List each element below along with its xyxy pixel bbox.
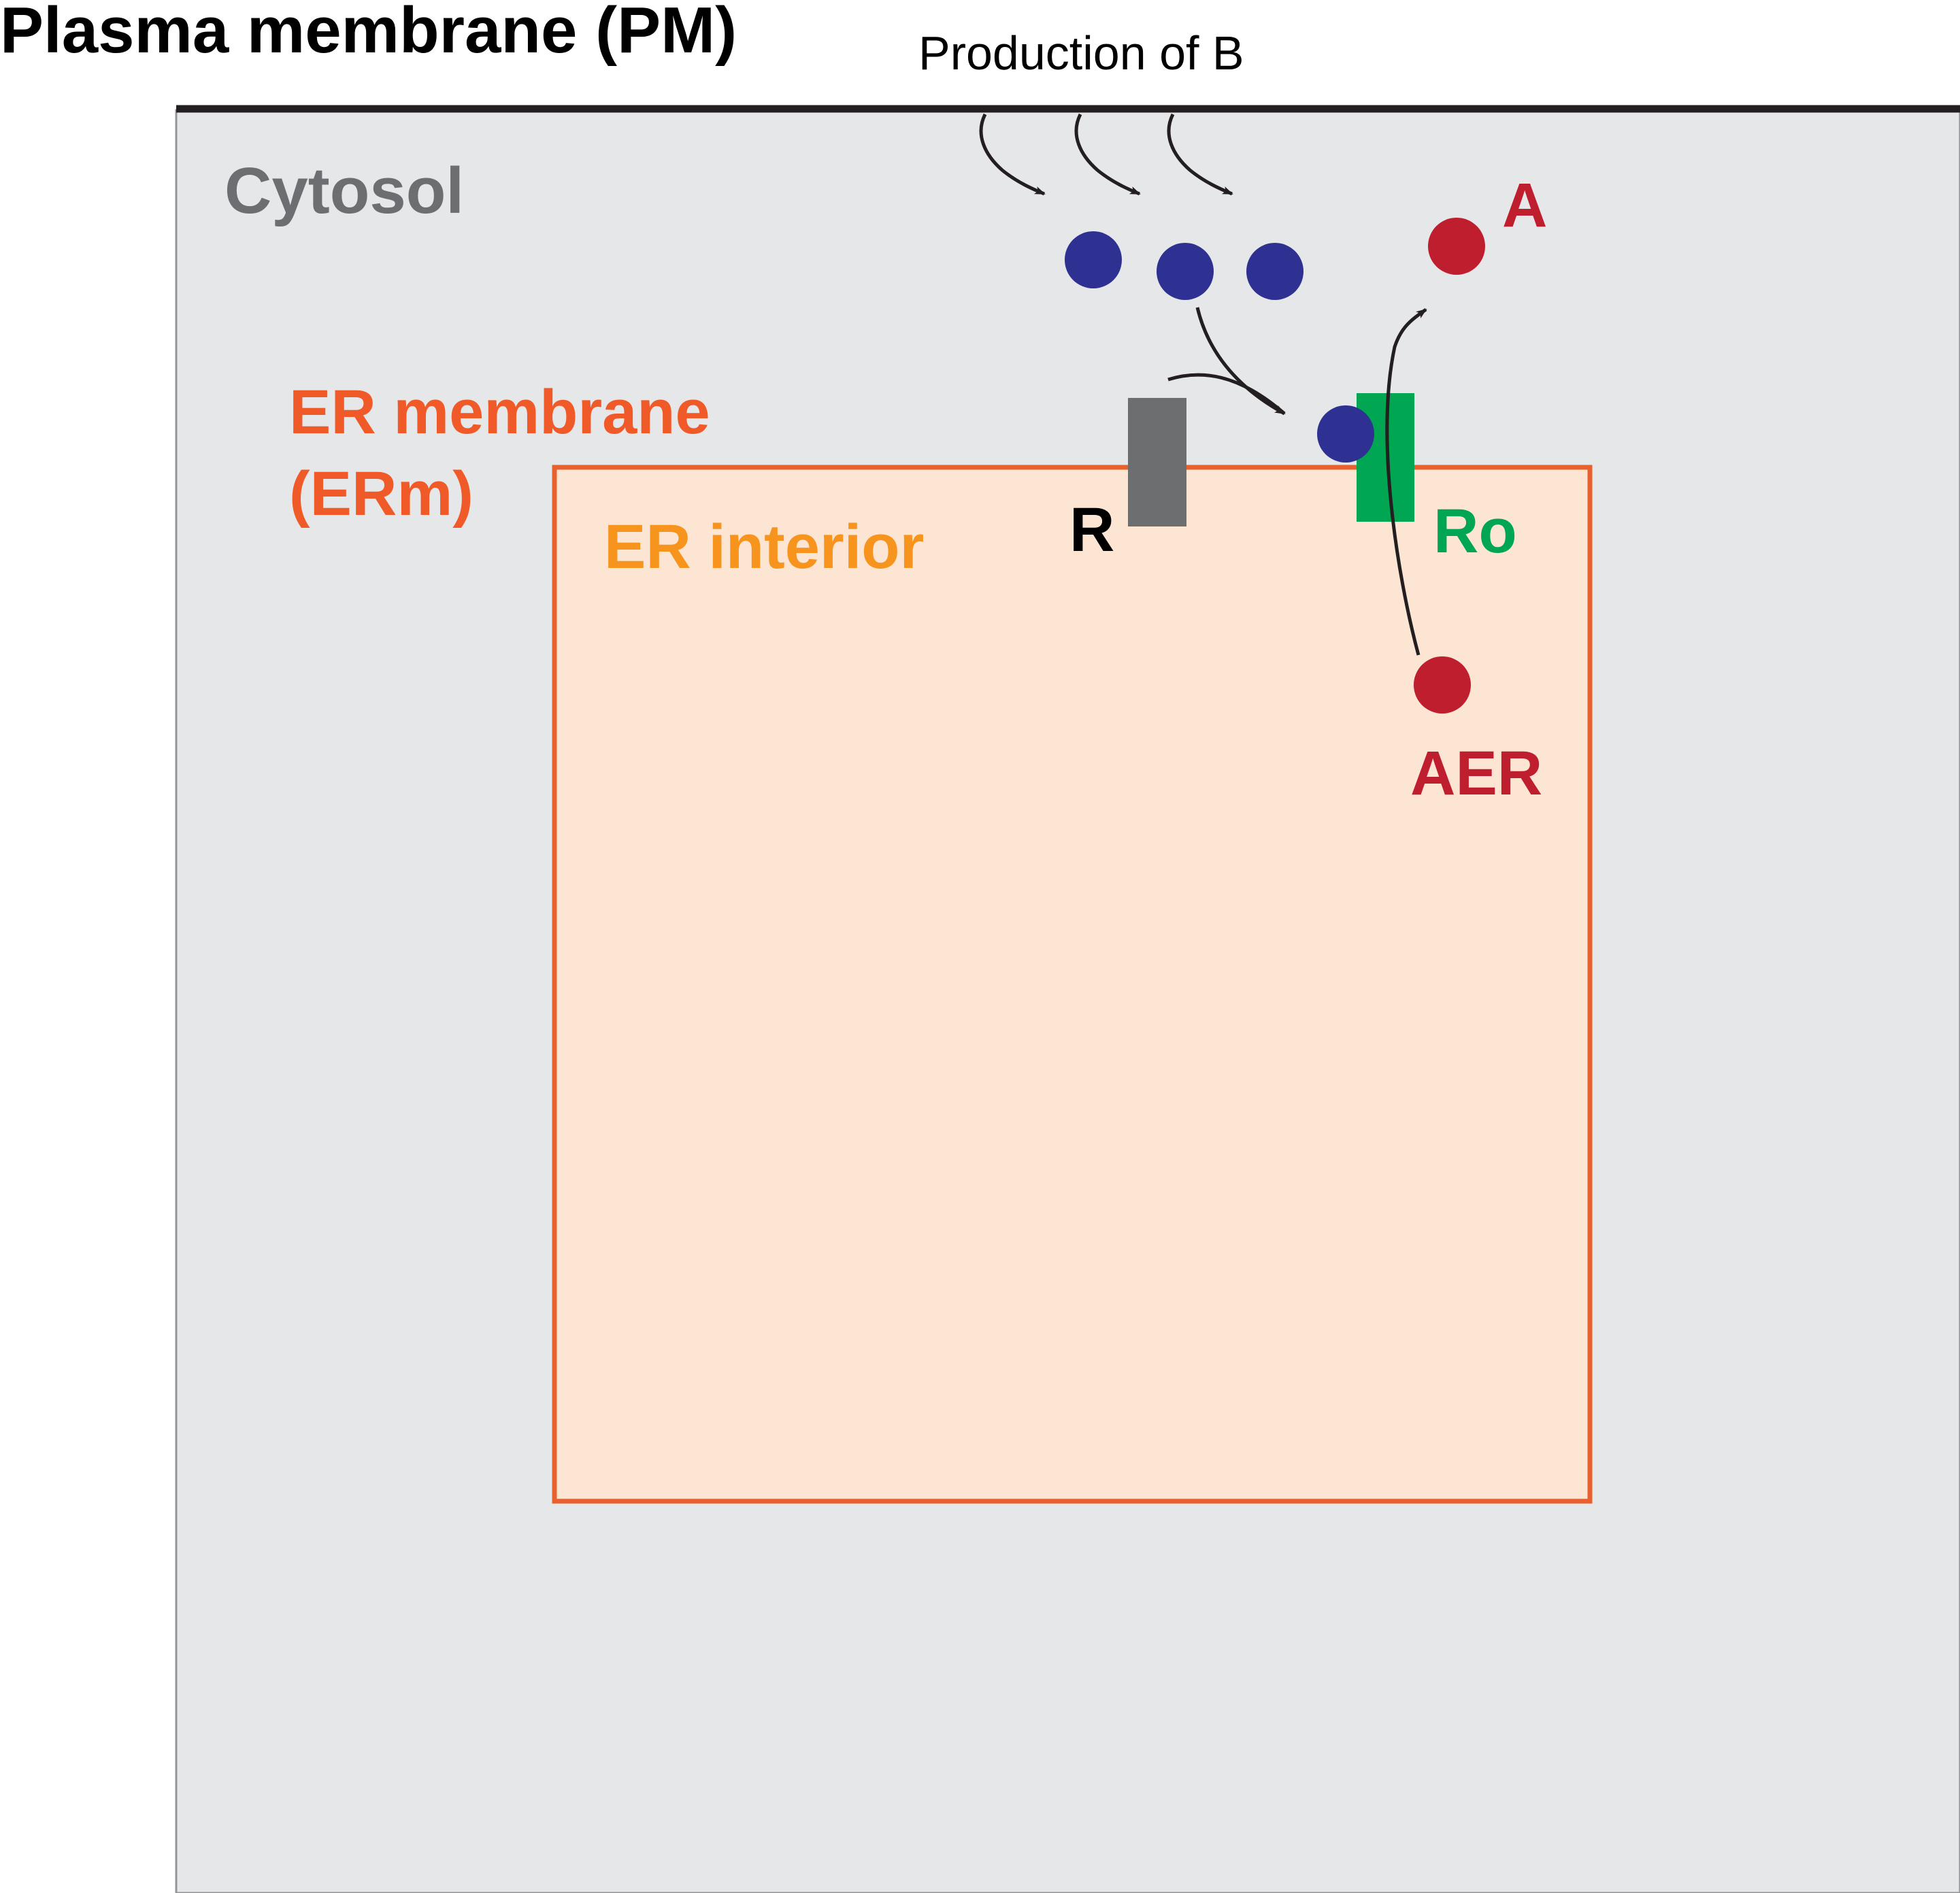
molecule-b-icon — [1065, 231, 1122, 288]
receptor-ro-label: Ro — [1433, 497, 1517, 566]
molecule-a-icon — [1428, 218, 1485, 275]
molecule-a-label: A — [1502, 171, 1547, 240]
production-arrow-icon — [1074, 113, 1141, 196]
transport-arrow-icon — [1167, 373, 1286, 415]
receptor-ro — [1357, 393, 1414, 522]
er-region — [552, 465, 1593, 1504]
transport-arrow-icon — [1195, 307, 1286, 416]
receptor-r — [1128, 398, 1186, 526]
er-interior-label: ER interior — [604, 512, 924, 582]
molecule-aer-icon — [1414, 656, 1471, 714]
production-arrow-icon — [979, 113, 1046, 196]
molecule-b-icon — [1157, 243, 1214, 300]
molecule-b-icon — [1246, 243, 1303, 300]
cytosol-label: Cytosol — [225, 154, 464, 227]
release-arrow-icon — [1385, 307, 1427, 656]
plasma-membrane-label: Plasma membrane (PM) — [0, 0, 737, 67]
production-arrow-icon — [1167, 113, 1233, 196]
molecule-aer-label: AER — [1410, 739, 1542, 808]
molecule-b-bound-icon — [1317, 405, 1374, 463]
er-membrane-abbr-label: (ERm) — [289, 459, 474, 529]
production-label: Production of B — [918, 27, 1244, 80]
er-membrane-label: ER membrane — [289, 378, 710, 447]
receptor-r-label: R — [1069, 495, 1114, 565]
